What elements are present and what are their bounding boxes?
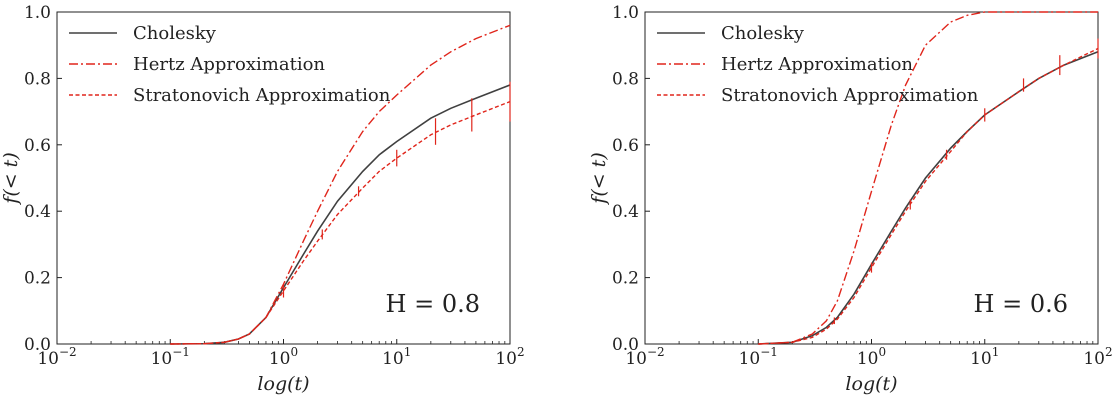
series-line-hertz-approximation [758, 11, 1098, 345]
x-tick-label: 101 [970, 345, 999, 369]
x-tick-label: 10−2 [37, 345, 76, 369]
y-axis-label: f(< t) [588, 152, 610, 205]
legend: Cholesky Hertz Approximation Stratonovich … [657, 23, 979, 106]
y-tick-label: 0.6 [612, 136, 639, 156]
x-tick-label: 101 [382, 345, 411, 369]
x-tick-label: 10−1 [151, 345, 190, 369]
x-axis-label: log(t) [257, 373, 309, 395]
series-line-hertz-approximation [170, 24, 511, 345]
series-line-stratonovich-approximation [758, 47, 1099, 345]
legend-label: Stratonovich Approximation [721, 85, 979, 106]
chart-panel-2: 0.0 0.2 0.4 0.6 0.8 1.0 10−2 10−1 100 101 102 log(t… [588, 3, 1113, 395]
y-tick-label: 1.0 [612, 3, 639, 23]
series-line-cholesky [758, 51, 1099, 345]
x-tick-label: 102 [495, 345, 524, 369]
y-tick-label: 0.4 [24, 202, 51, 222]
series-line-stratonovich-approximation [170, 100, 511, 345]
hurst-annotation: H = 0.6 [974, 290, 1068, 318]
y-tick-label: 1.0 [24, 3, 51, 23]
x-axis-label: log(t) [845, 373, 897, 395]
y-tick-label: 0.0 [612, 335, 639, 355]
y-tick-label: 0.2 [612, 269, 639, 289]
y-axis-label: f(< t) [0, 152, 22, 205]
hurst-annotation: H = 0.8 [386, 290, 480, 318]
x-tick-label: 10−2 [625, 345, 664, 369]
y-tick-label: 0.4 [612, 202, 639, 222]
x-tick-label: 10−1 [739, 345, 778, 369]
y-tick-label: 0.8 [24, 69, 51, 89]
legend-label: Stratonovich Approximation [133, 85, 391, 106]
y-tick-label: 0.2 [24, 269, 51, 289]
x-tick-label: 100 [857, 345, 886, 369]
y-tick-label: 0.8 [612, 69, 639, 89]
legend: Cholesky Hertz Approximation Stratonovich … [69, 23, 391, 106]
legend-label: Cholesky [133, 23, 217, 44]
y-tick-label: 0.0 [24, 335, 51, 355]
legend-label: Hertz Approximation [721, 54, 913, 75]
y-tick-label: 0.6 [24, 136, 51, 156]
chart-panel-1: 0.0 0.2 0.4 0.6 0.8 1.0 10−2 10−1 100 101 102 log(t… [0, 3, 525, 395]
legend-label: Cholesky [721, 23, 805, 44]
x-tick-label: 102 [1083, 345, 1112, 369]
legend-label: Hertz Approximation [133, 54, 325, 75]
x-tick-label: 100 [269, 345, 298, 369]
